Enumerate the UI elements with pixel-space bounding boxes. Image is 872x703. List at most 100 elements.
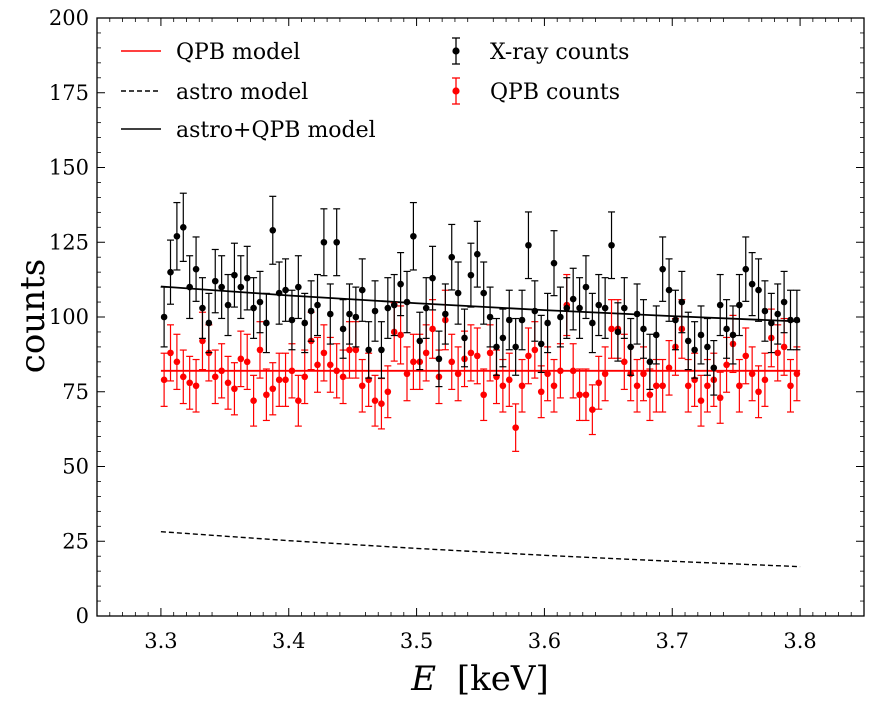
y-tick-label: 25 <box>62 529 89 553</box>
xray-count-point <box>748 252 756 317</box>
xray-count-point <box>461 308 469 368</box>
qpb-count-point <box>761 352 769 407</box>
qpb-count-point <box>620 333 628 391</box>
xray-count-point <box>384 277 392 339</box>
xray-count-point <box>333 208 341 277</box>
xray-count-point <box>262 292 270 354</box>
x-tick-label: 3.5 <box>400 629 433 653</box>
qpb-count-point <box>518 358 526 413</box>
xray-count-point <box>422 277 430 339</box>
xray-count-point <box>301 292 309 354</box>
xray-count-point <box>416 311 424 371</box>
xray-count-point <box>167 239 175 305</box>
xray-count-point <box>320 208 328 277</box>
qpb-count-point <box>282 352 290 407</box>
qpb-count-point <box>537 365 545 419</box>
qpb-count-point <box>243 333 251 391</box>
xray-count-point <box>403 270 411 334</box>
xray-count-point <box>627 317 635 376</box>
qpb-count-point <box>186 355 194 410</box>
xray-count-point <box>345 283 353 345</box>
xray-count-point <box>665 258 673 322</box>
xray-count-point <box>537 314 545 374</box>
y-tick-label: 150 <box>49 156 89 180</box>
xray-count-point <box>243 245 251 311</box>
xray-count-point <box>608 211 616 280</box>
xray-count-point <box>314 273 322 337</box>
qpb-count-point <box>735 358 743 413</box>
qpb-count-point <box>659 358 667 413</box>
qpb-count-point <box>569 343 577 399</box>
qpb-count-point <box>652 358 660 413</box>
qpb-count-point <box>595 355 603 410</box>
legend-astro-model-label: astro model <box>176 80 308 105</box>
xray-count-point <box>582 255 590 320</box>
y-tick-label: 50 <box>62 455 89 479</box>
x-tick-label: 3.8 <box>783 629 816 653</box>
xray-count-point <box>467 242 475 308</box>
xray-count-point <box>518 289 526 351</box>
x-tick-label: 3.3 <box>144 629 177 653</box>
xray-count-point <box>282 258 290 322</box>
legend: QPB model astro model astro+QPB model X-… <box>121 37 629 143</box>
xray-count-point <box>377 321 385 379</box>
xray-count-point <box>224 273 232 337</box>
xray-count-point <box>390 273 398 337</box>
qpb-count-point <box>160 352 168 407</box>
xray-count-point <box>173 201 181 271</box>
xray-count-point <box>186 255 194 320</box>
xray-count-point <box>409 201 417 271</box>
xray-count-point <box>160 286 168 348</box>
plot-frame <box>96 17 865 617</box>
data-points <box>160 192 801 452</box>
xray-count-point <box>441 283 449 345</box>
qpb-count-point <box>448 333 456 391</box>
xray-count-point <box>505 289 513 351</box>
xray-count-point <box>671 289 679 351</box>
legend-qpb-counts-swatch <box>452 77 460 105</box>
qpb-count-point <box>384 365 392 419</box>
xray-count-point <box>294 255 302 320</box>
qpb-count-point <box>403 346 411 402</box>
x-axis-label-var: E <box>410 659 436 699</box>
xray-count-point <box>774 283 782 345</box>
qpb-count-point <box>576 368 584 422</box>
xray-count-point <box>550 230 558 297</box>
xray-count-point <box>735 273 743 337</box>
qpb-count-point <box>556 343 564 399</box>
qpb-count-point <box>499 358 507 413</box>
xray-count-point <box>531 280 539 342</box>
axis-ticks: 3.3 3.4 3.5 3.6 3.7 3.8 0 25 50 75 100 125 150 175 200 <box>49 6 864 653</box>
xray-count-point <box>729 305 737 365</box>
x-tick-label: 3.4 <box>272 629 305 653</box>
xray-count-point <box>198 277 206 339</box>
xray-count-point <box>371 280 379 342</box>
y-tick-label: 200 <box>49 6 89 30</box>
y-axis-label: counts <box>13 259 53 373</box>
xray-count-point <box>211 248 219 314</box>
qpb-count-point <box>582 368 590 422</box>
xray-count-point <box>250 277 258 339</box>
xray-count-point <box>697 305 705 365</box>
qpb-count-point <box>192 358 200 413</box>
qpb-count-point <box>288 343 296 399</box>
xray-count-point <box>454 261 462 325</box>
legend-qpb-model-label: QPB model <box>176 40 300 65</box>
qpb-count-point <box>269 362 277 416</box>
x-axis-label: E [keV] <box>410 659 548 699</box>
qpb-count-point <box>377 377 385 430</box>
xray-count-point <box>435 330 443 388</box>
qpb-count-point <box>237 330 245 388</box>
xray-count-point <box>691 321 699 379</box>
xray-count-point <box>723 299 731 359</box>
qpb-count-point <box>793 346 801 402</box>
qpb-count-point <box>173 333 181 391</box>
qpb-count-point <box>665 339 673 396</box>
xray-count-point <box>179 192 187 262</box>
qpb-count-point <box>544 346 552 402</box>
qpb-count-point <box>211 349 219 405</box>
qpb-count-point <box>371 374 379 427</box>
xray-count-point <box>269 195 277 265</box>
xray-count-point <box>275 261 283 325</box>
xray-count-point <box>499 308 507 368</box>
